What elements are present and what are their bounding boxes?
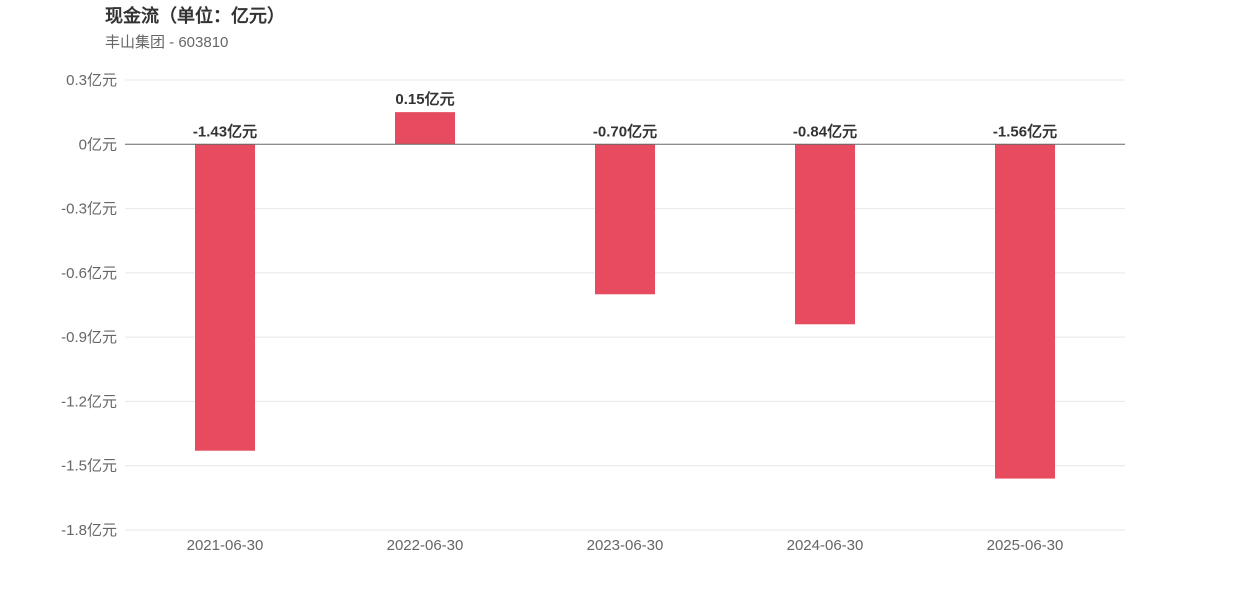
y-tick-label: -0.6亿元 [61, 265, 117, 282]
bars [195, 112, 1055, 479]
x-tick-label: 2025-06-30 [987, 537, 1064, 554]
data-label: -0.70亿元 [593, 122, 657, 140]
bar-2021-06-30[interactable] [195, 144, 255, 451]
x-tick-label: 2024-06-30 [787, 537, 864, 554]
x-tick-label: 2022-06-30 [387, 537, 464, 554]
y-tick-label: -1.2亿元 [61, 393, 117, 410]
y-tick-label: -0.3亿元 [61, 201, 117, 218]
data-label: -1.43亿元 [193, 122, 257, 140]
chart-title: 现金流（单位：亿元） [105, 6, 285, 26]
y-tick-label: -1.8亿元 [61, 522, 117, 539]
x-tick-label: 2023-06-30 [587, 537, 664, 554]
bar-2024-06-30[interactable] [795, 144, 855, 325]
y-tick-label: -0.9亿元 [61, 329, 117, 346]
data-labels: -1.43亿元 0.15亿元 -0.70亿元 -0.84亿元 -1.56亿元 [193, 90, 1057, 140]
y-tick-label: 0.3亿元 [66, 72, 117, 89]
data-label: -0.84亿元 [793, 122, 857, 140]
y-tick-label: 0亿元 [79, 136, 117, 153]
bar-2025-06-30[interactable] [995, 144, 1055, 479]
bar-2022-06-30[interactable] [395, 112, 455, 145]
data-label: -1.56亿元 [993, 122, 1057, 140]
grid-lines [125, 79, 1125, 531]
y-tick-label: -1.5亿元 [61, 458, 117, 475]
bar-2023-06-30[interactable] [595, 144, 655, 295]
y-axis-ticks: 0.3亿元 0亿元 -0.3亿元 -0.6亿元 -0.9亿元 -1.2亿元 -1.5亿元 -1… [61, 72, 117, 539]
x-axis-ticks: 2021-06-30 2022-06-30 2023-06-30 2024-06-30… [187, 537, 1064, 554]
chart-subtitle: 丰山集团 - 603810 [105, 34, 229, 51]
data-label: 0.15亿元 [395, 90, 454, 108]
x-tick-label: 2021-06-30 [187, 537, 264, 554]
